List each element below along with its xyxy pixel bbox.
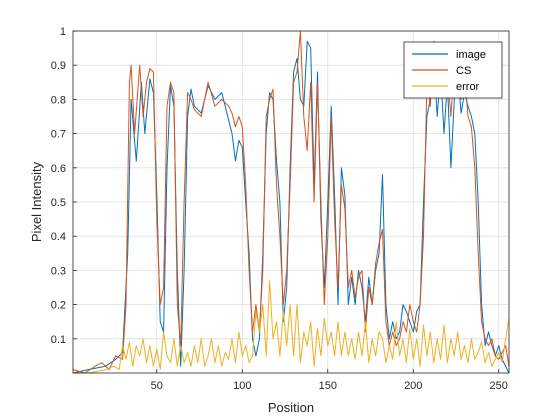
- y-tick-label: 0.6: [51, 163, 66, 175]
- y-tick-label: 0.5: [51, 197, 66, 209]
- x-tick-label: 250: [490, 380, 508, 392]
- y-tick-label: 0.7: [51, 129, 66, 141]
- series-line-error: [73, 280, 510, 374]
- axis-ticks: 50 100 150 200 250 0.1 0.2 0.3 0.4 0.5 0.6 0.7 0.8 0.…: [51, 26, 508, 392]
- x-tick-label: 50: [151, 380, 163, 392]
- legend-label-error: error: [456, 81, 480, 93]
- x-tick-label: 200: [404, 380, 422, 392]
- y-tick-label: 0.9: [51, 60, 66, 72]
- y-tick-label: 0.3: [51, 265, 66, 277]
- legend-label-image: image: [456, 49, 486, 61]
- y-tick-label: 0.8: [51, 94, 66, 106]
- legend: image CS error: [403, 41, 503, 99]
- y-tick-label: 0.1: [51, 334, 66, 346]
- y-axis-label: Pixel Intensity: [29, 161, 44, 242]
- x-tick-label: 100: [233, 380, 251, 392]
- y-tick-label: 1: [60, 26, 66, 38]
- y-tick-label: 0.2: [51, 300, 66, 312]
- y-tick-label: 0.4: [51, 231, 66, 243]
- x-tick-label: 150: [319, 380, 337, 392]
- series-line-image: [72, 40, 510, 374]
- x-axis-label: Position: [268, 400, 314, 415]
- legend-label-CS: CS: [456, 65, 471, 77]
